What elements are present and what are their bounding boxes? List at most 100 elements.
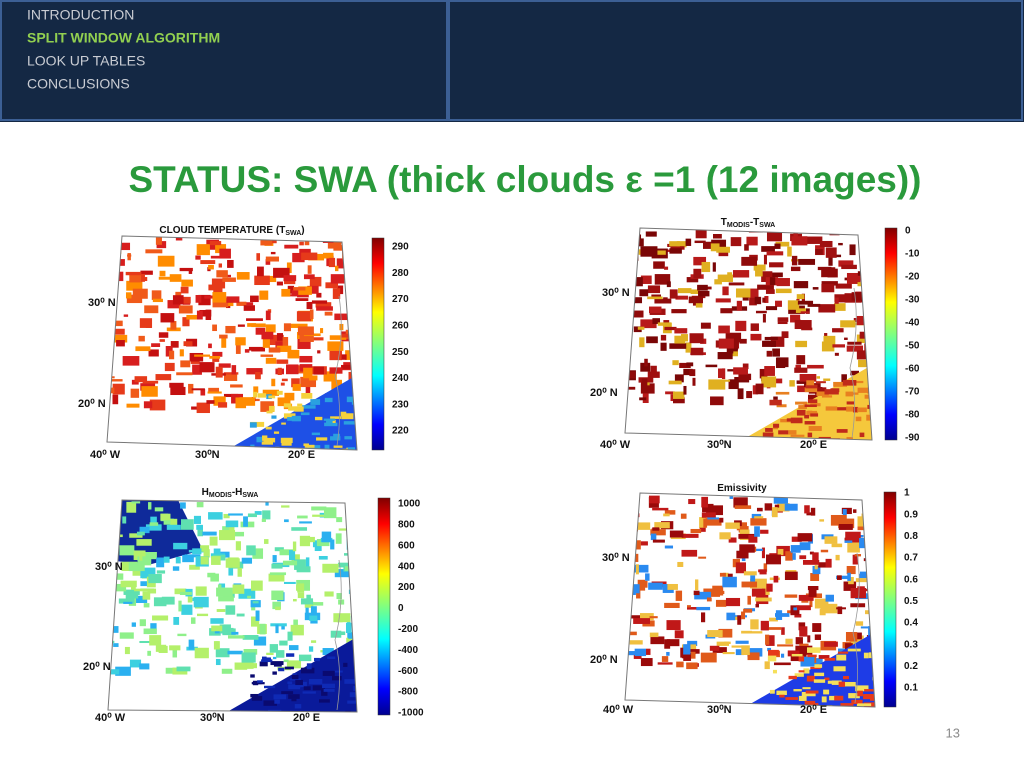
cloud-patch <box>252 548 264 559</box>
cloud-patch <box>866 506 873 510</box>
cloud-patch <box>795 364 801 369</box>
cloud-patch <box>230 384 243 388</box>
cloud-patch <box>750 619 759 630</box>
cloud-patch <box>719 517 724 523</box>
nav-item[interactable]: CONCLUSIONS <box>27 76 130 92</box>
cloud-patch <box>792 553 796 560</box>
cloud-patch <box>252 398 260 402</box>
cloud-patch <box>674 335 686 344</box>
cloud-patch <box>715 298 731 303</box>
swath-patch <box>250 674 255 678</box>
cloud-patch <box>799 643 809 646</box>
cloud-patch <box>736 526 749 531</box>
cloud-patch <box>196 402 210 414</box>
colorbar-tick-label: -200 <box>398 624 418 635</box>
cloud-patch <box>736 550 749 559</box>
cloud-patch <box>192 364 202 375</box>
cloud-patch <box>853 632 862 640</box>
cloud-patch <box>315 302 332 308</box>
cloud-patch <box>645 648 651 655</box>
cloud-patch <box>156 557 165 568</box>
cloud-patch <box>227 259 234 268</box>
cloud-patch <box>735 562 747 574</box>
cloud-patch <box>335 265 339 272</box>
cloud-patch <box>327 341 344 351</box>
cloud-patch <box>869 322 872 327</box>
swath-patch <box>863 693 875 700</box>
cloud-patch <box>126 501 137 513</box>
cloud-patch <box>309 309 314 320</box>
cloud-patch <box>633 515 637 522</box>
cloud-patch <box>741 557 746 562</box>
cloud-patch <box>652 539 665 543</box>
cloud-patch <box>794 367 808 373</box>
swath-patch <box>324 422 338 427</box>
latitude-label: 20⁰ N <box>78 398 106 410</box>
cloud-patch <box>823 335 836 345</box>
cloud-patch <box>654 298 672 304</box>
swath-patch <box>291 415 301 422</box>
cloud-patch <box>324 591 334 597</box>
swath-patch <box>796 409 806 416</box>
swath-patch <box>273 694 287 700</box>
cloud-patch <box>183 341 193 347</box>
cloud-patch <box>355 513 357 518</box>
cloud-patch <box>210 573 219 582</box>
cloud-patch <box>269 572 287 576</box>
cloud-patch <box>773 662 791 666</box>
swath-patch <box>281 422 286 425</box>
cloud-patch <box>151 290 162 300</box>
cloud-patch <box>160 313 175 323</box>
nav-item[interactable]: LOOK UP TABLES <box>27 53 145 69</box>
cloud-patch <box>750 323 759 331</box>
swath-patch <box>264 685 276 689</box>
nav-item-active[interactable]: SPLIT WINDOW ALGORITHM <box>27 30 220 46</box>
cloud-patch <box>698 556 707 559</box>
cloud-patch <box>639 397 647 401</box>
cloud-patch <box>814 598 829 609</box>
cloud-patch <box>173 542 188 550</box>
cloud-patch <box>795 605 811 611</box>
cloud-patch <box>764 296 769 303</box>
cloud-patch <box>708 379 726 390</box>
cloud-patch <box>212 351 223 357</box>
longitude-label: 30⁰N <box>707 704 732 716</box>
cloud-patch <box>681 549 698 557</box>
longitude-label: 20⁰ E <box>800 439 827 451</box>
swath-patch <box>289 678 301 681</box>
cloud-patch <box>629 247 635 253</box>
cloud-patch <box>267 334 284 346</box>
cloud-patch <box>834 297 839 304</box>
cloud-patch <box>667 583 678 590</box>
cloud-patch <box>271 378 276 387</box>
swath-patch <box>314 416 323 421</box>
cloud-patch <box>134 588 149 592</box>
cloud-patch <box>634 648 647 657</box>
swath-patch <box>284 666 294 670</box>
cloud-patch <box>244 349 250 353</box>
cloud-patch <box>817 387 827 393</box>
cloud-patch <box>764 503 773 511</box>
swath-patch <box>310 445 321 450</box>
cloud-patch <box>188 383 194 394</box>
cloud-patch <box>251 347 265 352</box>
cloud-patch <box>330 274 345 284</box>
cloud-patch <box>625 277 635 281</box>
panels: CLOUD TEMPERATURE (TSWA)2902802702602502… <box>78 217 920 724</box>
colorbar-tick-label: 270 <box>392 294 409 305</box>
cloud-patch <box>330 539 335 550</box>
nav-item[interactable]: INTRODUCTION <box>27 7 134 23</box>
cloud-patch <box>172 566 180 571</box>
cloud-patch <box>629 297 643 304</box>
cloud-patch <box>769 617 778 622</box>
swath-patch <box>857 690 863 697</box>
cloud-patch <box>309 375 318 381</box>
cloud-patch <box>859 331 872 339</box>
cloud-patch <box>292 383 301 391</box>
cloud-patch <box>223 513 230 519</box>
cloud-patch <box>810 507 816 516</box>
cloud-patch <box>151 343 161 347</box>
cloud-patch <box>254 511 262 515</box>
cloud-patch <box>660 334 667 341</box>
cloud-patch <box>847 542 860 553</box>
